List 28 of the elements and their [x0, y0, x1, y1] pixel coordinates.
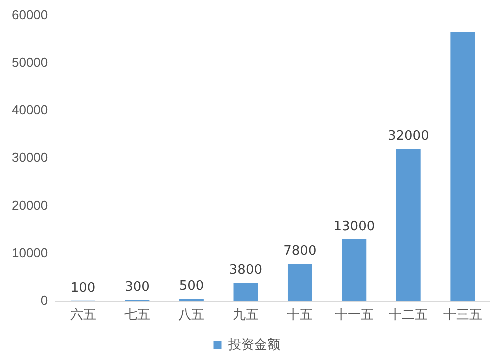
x-tick-label: 六五	[70, 306, 96, 322]
bar	[396, 149, 421, 302]
y-tick-label: 40000	[12, 102, 48, 118]
bar	[234, 283, 258, 302]
y-tick-label: 20000	[12, 198, 48, 213]
bar	[342, 240, 367, 302]
y-tick-label: 0	[40, 292, 48, 308]
x-tick-label: 十五	[287, 306, 314, 322]
data-label: 13000	[334, 219, 376, 234]
data-label: 500	[179, 278, 204, 294]
data-label: 300	[125, 280, 150, 295]
data-label: 3800	[229, 263, 263, 278]
data-label: 7800	[284, 244, 317, 260]
y-tick-label: 50000	[12, 54, 48, 70]
y-tick-label: 30000	[12, 150, 48, 166]
x-tick-label: 八五	[178, 306, 205, 322]
data-label: 32000	[388, 128, 430, 144]
x-tick-label: 十一五	[334, 306, 374, 322]
bar	[450, 32, 476, 302]
x-tick-label: 七五	[124, 306, 150, 322]
x-tick-label: 十二五	[389, 306, 428, 322]
x-tick-label: 九五	[232, 306, 259, 322]
y-tick-label: 60000	[12, 7, 48, 22]
bar	[288, 264, 312, 302]
data-label: 100	[70, 280, 96, 296]
x-tick-label: 十三五	[443, 306, 482, 322]
y-tick-label: 10000	[12, 245, 48, 260]
legend-label: 投资金额	[227, 337, 280, 352]
